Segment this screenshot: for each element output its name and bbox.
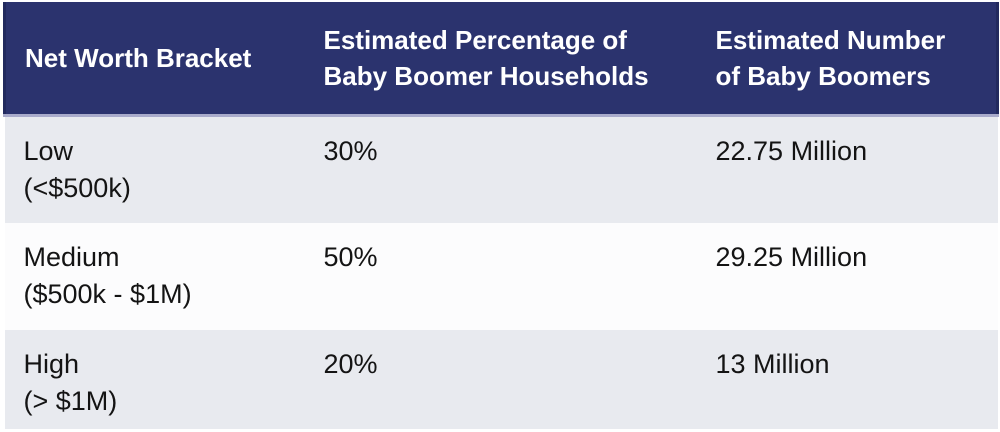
- bracket-range: ($500k - $1M): [23, 279, 192, 309]
- header-label-line-1: Estimated Percentage of: [323, 25, 627, 55]
- count-cell: 22.75 Million: [696, 115, 998, 223]
- percentage-value: 30%: [323, 136, 378, 166]
- table-row-medium: Medium ($500k - $1M) 50% 29.25 Million: [4, 223, 998, 330]
- percentage-cell: 50%: [304, 223, 697, 330]
- bracket-cell: Medium ($500k - $1M): [4, 223, 305, 330]
- count-value: 22.75 Million: [715, 136, 868, 166]
- header-label-line-2: Baby Boomer Households: [323, 61, 649, 91]
- percentage-value: 20%: [323, 349, 378, 379]
- header-net-worth-bracket: Net Worth Bracket: [3, 2, 305, 117]
- bracket-range: (> $1M): [23, 386, 118, 416]
- header-label: Net Worth Bracket: [25, 43, 252, 73]
- header-estimated-number: Estimated Number of Baby Boomers: [696, 2, 999, 117]
- bracket-name: Medium: [23, 242, 120, 272]
- header-label-line-1: Estimated Number: [715, 25, 946, 55]
- percentage-cell: 30%: [304, 115, 697, 223]
- bracket-name: High: [23, 349, 80, 379]
- table-row-low: Low (<$500k) 30% 22.75 Million: [4, 115, 998, 223]
- count-cell: 29.25 Million: [696, 223, 998, 330]
- table-header-row: Net Worth Bracket Estimated Percentage o…: [3, 2, 999, 117]
- bracket-cell: Low (<$500k): [4, 115, 305, 223]
- net-worth-table: Net Worth Bracket Estimated Percentage o…: [3, 2, 999, 429]
- percentage-value: 50%: [323, 242, 378, 272]
- count-cell: 13 Million: [696, 330, 998, 429]
- percentage-cell: 20%: [304, 330, 697, 429]
- table-row-high: High (> $1M) 20% 13 Million: [4, 330, 998, 429]
- bracket-name: Low: [23, 136, 74, 166]
- count-value: 29.25 Million: [715, 242, 868, 272]
- header-estimated-percentage: Estimated Percentage of Baby Boomer Hous…: [304, 2, 697, 117]
- bracket-cell: High (> $1M): [4, 330, 305, 429]
- bracket-range: (<$500k): [23, 173, 131, 203]
- count-value: 13 Million: [715, 349, 830, 379]
- header-label-line-2: of Baby Boomers: [715, 61, 931, 91]
